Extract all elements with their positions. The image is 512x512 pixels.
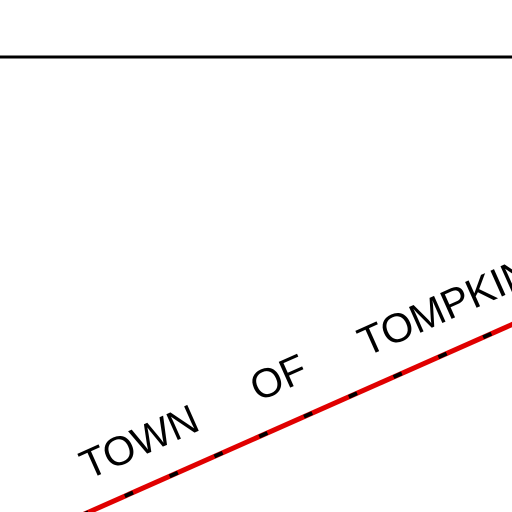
boundary-line	[82, 321, 512, 512]
